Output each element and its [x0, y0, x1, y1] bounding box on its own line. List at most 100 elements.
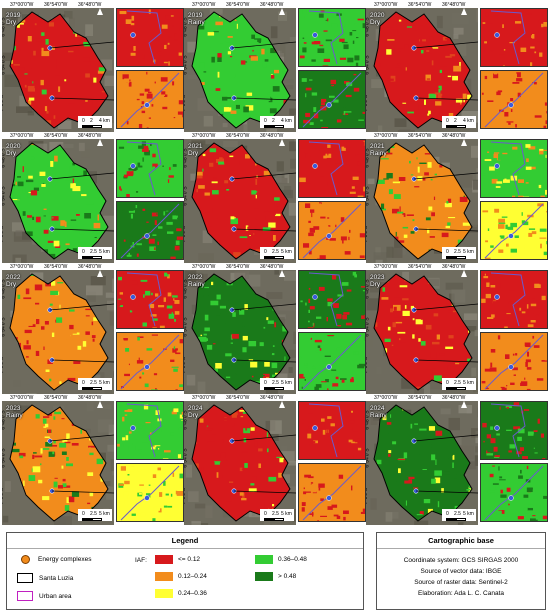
inset-raster-cell	[308, 309, 310, 313]
scale-bar-label: 2.5	[272, 380, 279, 386]
raster-cell	[206, 475, 212, 480]
raster-cell	[377, 450, 386, 452]
satellite-texture	[289, 349, 296, 358]
inset-raster-cell	[327, 144, 331, 148]
inset-raster-cell	[506, 313, 511, 315]
inset-raster-cell	[341, 379, 345, 383]
scale-bar-segment	[264, 256, 274, 259]
raster-cell	[434, 470, 442, 476]
raster-cell	[235, 16, 240, 21]
satellite-texture	[283, 461, 296, 466]
energy-complex-marker	[144, 102, 150, 108]
inset-raster-cell	[173, 408, 179, 413]
inset-raster-cell	[499, 79, 502, 82]
inset-raster-cell	[139, 165, 143, 168]
raster-cell	[71, 476, 75, 482]
inset-raster-cell	[327, 302, 333, 307]
inset-raster-cell	[120, 466, 126, 471]
raster-cell	[76, 214, 80, 216]
inset-raster-cell	[309, 306, 315, 310]
inset-raster-cell	[343, 465, 345, 469]
inset-raster-cell	[308, 250, 312, 255]
inset-raster-cell	[484, 273, 486, 276]
raster-cell	[419, 511, 424, 515]
raster-cell	[34, 284, 43, 291]
inset-raster-cell	[491, 314, 495, 318]
raster-cell	[422, 15, 427, 17]
inset-raster-cell	[362, 194, 365, 197]
raster-cell	[42, 496, 50, 501]
satellite-texture	[278, 304, 296, 311]
inset-raster-cell	[136, 253, 139, 257]
inset-raster	[299, 464, 365, 521]
inset-raster-cell	[493, 446, 498, 452]
raster-cell	[448, 113, 454, 118]
raster-cell	[64, 441, 71, 444]
raster-cell	[406, 214, 414, 216]
raster-cell	[251, 190, 257, 195]
inset-raster-cell	[150, 314, 157, 317]
inset-map-1	[116, 401, 184, 460]
map-panel-2024-rainy: 2024 Rainy 37°00'0"W 36°54'0"W 36°48'0"W 6°48…	[366, 395, 548, 526]
inset-map-2	[480, 201, 548, 260]
inset-raster-cell	[528, 163, 532, 165]
inset-raster-cell	[329, 470, 334, 472]
inset-raster-cell	[151, 446, 156, 450]
raster-cell	[402, 226, 409, 229]
raster-cell	[39, 446, 47, 449]
inset-raster-cell	[331, 504, 338, 508]
inset-raster-cell	[519, 307, 522, 311]
latitude-label: 6°54'0"S	[184, 186, 189, 206]
raster-cell	[59, 458, 66, 462]
inset-raster-cell	[538, 19, 544, 23]
raster-cell	[267, 320, 274, 324]
inset-raster-cell	[156, 213, 158, 215]
inset-raster-cell	[355, 172, 363, 177]
raster-cell	[425, 217, 431, 221]
inset-raster-cell	[174, 311, 180, 315]
raster-cell	[460, 461, 465, 466]
raster-cell	[422, 469, 427, 470]
raster-cell	[449, 54, 456, 57]
inset-raster-cell	[494, 455, 500, 458]
inset-leader-line	[49, 303, 114, 311]
panel-season: Dry	[188, 150, 199, 157]
map-panel-2020-dry: 2020 Dry 37°00'0"W 36°54'0"W 36°48'0"W 6°48'0…	[2, 133, 184, 264]
raster-cell	[250, 56, 258, 61]
inset-raster-cell	[301, 107, 308, 112]
raster-cell	[407, 380, 413, 383]
inset-raster-cell	[154, 505, 156, 508]
scale-bar: 0 2.5 5 km	[264, 511, 294, 523]
raster-cell	[447, 222, 451, 226]
inset-raster-cell	[363, 431, 365, 434]
inset-raster-cell	[323, 507, 328, 512]
panel-season: Dry	[188, 412, 199, 419]
raster-cell	[36, 38, 42, 42]
raster-cell	[447, 443, 450, 450]
raster-cell	[414, 29, 417, 31]
raster-cell	[58, 481, 63, 484]
inset-raster-cell	[539, 148, 544, 153]
latitude-label: 7°0'0"S	[366, 356, 370, 374]
raster-cell	[79, 327, 84, 332]
inset-raster-cell	[324, 488, 331, 490]
inset-leader-line	[231, 434, 296, 442]
inset-raster-cell	[142, 468, 149, 472]
inset-raster-cell	[509, 444, 516, 449]
raster-cell	[393, 317, 402, 321]
inset-raster-cell	[487, 449, 493, 453]
inset-raster-cell	[312, 322, 314, 326]
raster-cell	[462, 93, 467, 100]
raster-cell	[380, 208, 386, 211]
inset-raster-cell	[354, 23, 357, 26]
inset-raster-cell	[329, 95, 335, 98]
latitude-label: 6°54'0"S	[2, 448, 7, 468]
raster-cell	[22, 187, 26, 194]
raster-cell	[443, 494, 448, 500]
inset-raster-cell	[535, 304, 542, 309]
panel-season: Rainy	[370, 150, 387, 157]
raster-cell	[34, 23, 37, 26]
raster-cell	[414, 423, 418, 425]
scale-bar-label: 0	[82, 249, 85, 255]
raster-cell	[435, 430, 443, 436]
